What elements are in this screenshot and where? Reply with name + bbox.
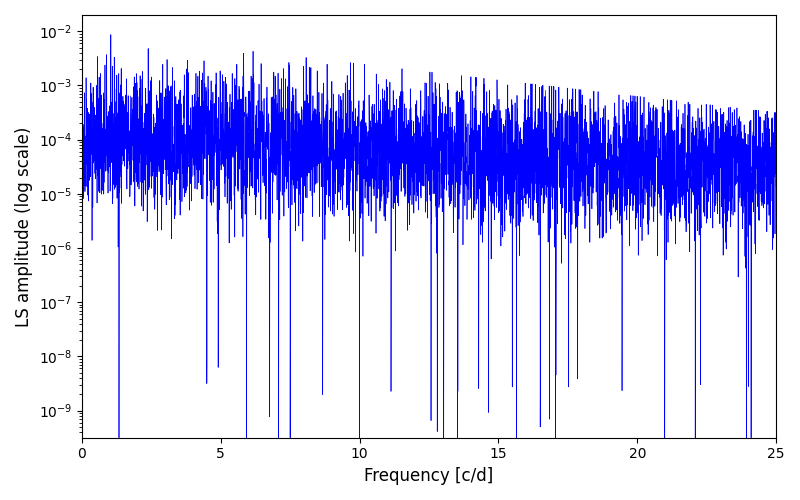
Y-axis label: LS amplitude (log scale): LS amplitude (log scale) — [15, 126, 33, 326]
X-axis label: Frequency [c/d]: Frequency [c/d] — [364, 467, 494, 485]
